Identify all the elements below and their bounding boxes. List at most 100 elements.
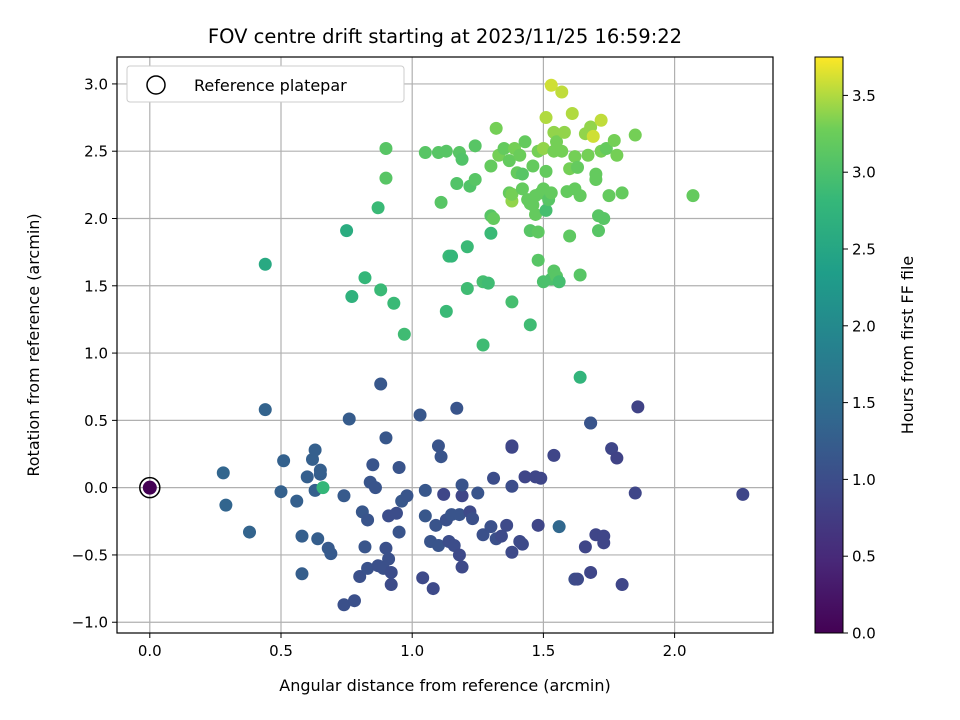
data-point (434, 195, 448, 209)
y-tick-label: 1.5 (84, 277, 108, 295)
y-tick-label: 2.5 (84, 143, 108, 161)
data-point (358, 540, 372, 554)
data-point (361, 513, 375, 527)
colorbar-tick-label: 2.0 (852, 317, 876, 335)
x-tick-label: 1.5 (531, 642, 555, 660)
data-point (573, 370, 587, 384)
y-tick-label: 0.5 (84, 412, 108, 430)
data-point (565, 107, 579, 121)
data-point (219, 498, 233, 512)
colorbar-tick-label: 3.0 (852, 164, 876, 182)
data-point (686, 189, 700, 203)
data-point (379, 142, 393, 156)
y-tick-label: 0.0 (84, 479, 108, 497)
y-axis-label: Rotation from reference (arcmin) (24, 213, 43, 476)
data-point (337, 598, 351, 612)
data-point (505, 479, 519, 493)
data-point (552, 520, 566, 534)
chart-title: FOV centre drift starting at 2023/11/25 … (208, 25, 682, 48)
data-point (539, 203, 553, 217)
data-point (487, 471, 501, 485)
data-point (494, 529, 508, 543)
data-point (400, 489, 414, 503)
data-point (452, 548, 466, 562)
data-point (515, 167, 529, 181)
data-point (531, 253, 545, 267)
data-point (544, 186, 558, 200)
data-point (450, 401, 464, 415)
x-axis-ticks: 0.0 0.5 1.0 1.5 2.0 (138, 633, 687, 660)
data-point (568, 150, 582, 164)
data-point (557, 125, 571, 139)
data-point (455, 489, 469, 503)
data-point (392, 525, 406, 539)
data-point (358, 271, 372, 285)
data-point (324, 547, 338, 561)
data-point (523, 318, 537, 332)
data-point (455, 478, 469, 492)
data-point (468, 172, 482, 186)
legend-marker-icon (146, 75, 166, 95)
data-point (379, 431, 393, 445)
data-point (610, 451, 624, 465)
data-point (484, 520, 498, 534)
colorbar-tick-label: 2.5 (852, 241, 876, 259)
data-point (594, 113, 608, 127)
data-point (300, 470, 314, 484)
x-tick-label: 2.0 (663, 642, 687, 660)
data-point (340, 224, 354, 238)
data-point (505, 545, 519, 559)
data-point (429, 518, 443, 532)
data-point (597, 211, 611, 225)
y-tick-label: 2.0 (84, 210, 108, 228)
data-point (526, 159, 540, 173)
data-point (515, 182, 529, 196)
data-point (534, 471, 548, 485)
colorbar-label: Hours from first FF file (898, 256, 917, 435)
data-point (592, 224, 606, 238)
data-point (515, 537, 529, 551)
data-point (547, 448, 561, 462)
legend-box (126, 65, 405, 103)
data-point (502, 154, 516, 168)
colorbar-gradient (814, 56, 844, 634)
data-point (489, 121, 503, 135)
data-point (505, 187, 519, 201)
data-point (445, 249, 459, 263)
data-point (392, 460, 406, 474)
data-point (586, 129, 600, 143)
data-point (539, 164, 553, 178)
data-point (513, 148, 527, 162)
data-point (431, 439, 445, 453)
data-point (610, 148, 624, 162)
data-point (615, 578, 629, 592)
data-point (484, 159, 498, 173)
y-tick-label: −0.5 (72, 546, 108, 564)
data-point (337, 489, 351, 503)
data-point (460, 240, 474, 254)
data-point (418, 146, 432, 160)
data-point (308, 443, 322, 457)
data-point (476, 338, 490, 352)
data-point (555, 144, 569, 158)
data-point (361, 561, 375, 575)
data-point (347, 594, 361, 608)
data-point (277, 454, 291, 468)
data-point (531, 225, 545, 239)
colorbar-ticks: 0.0 0.5 1.0 1.5 2.0 2.5 3.0 3.5 (843, 87, 876, 643)
data-point (374, 283, 388, 297)
data-point (342, 412, 356, 426)
data-point (295, 567, 309, 581)
x-tick-label: 0.5 (269, 642, 293, 660)
data-point (460, 281, 474, 295)
data-point (384, 565, 398, 579)
data-point (466, 512, 480, 526)
data-point (437, 487, 451, 501)
colorbar-tick-label: 0.0 (852, 625, 876, 643)
data-point (471, 486, 485, 500)
data-point (628, 128, 642, 142)
data-point (416, 571, 430, 585)
data-point (573, 189, 587, 203)
data-point (597, 536, 611, 550)
data-point (274, 485, 288, 499)
